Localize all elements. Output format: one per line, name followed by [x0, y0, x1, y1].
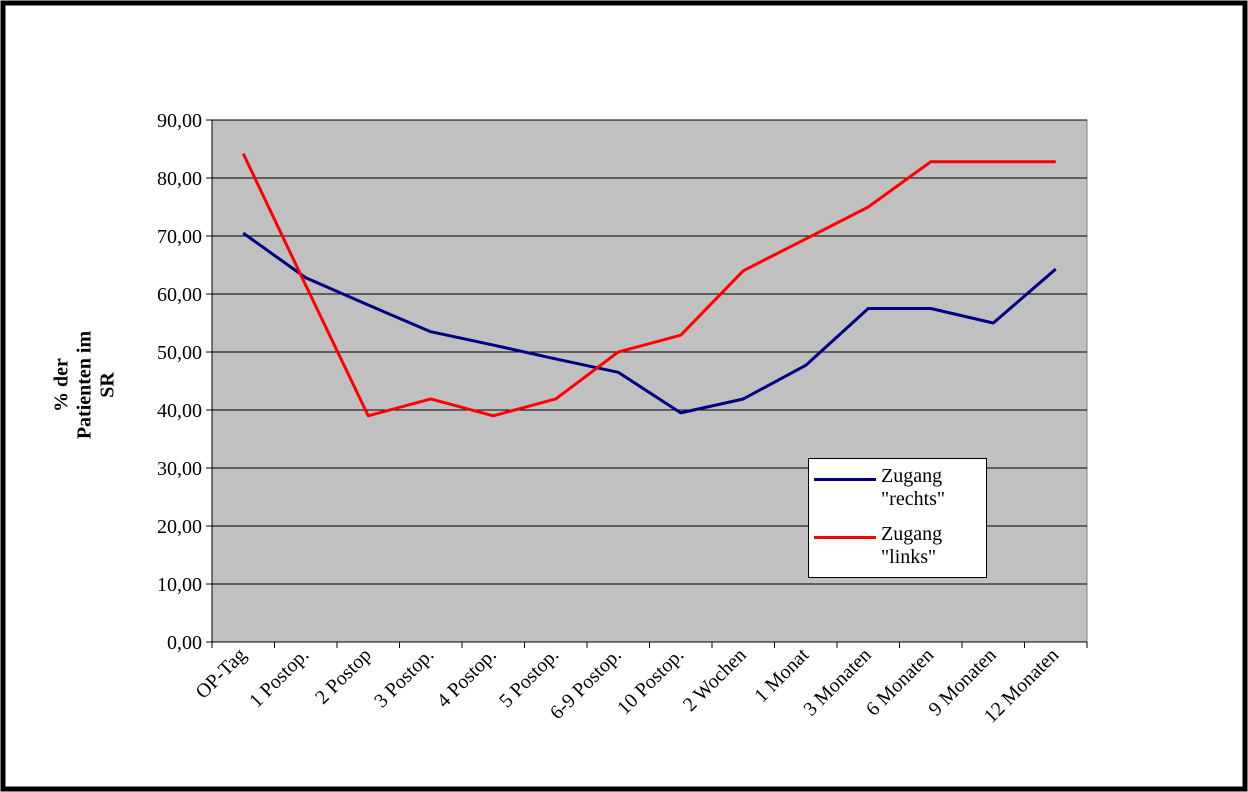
y-tick-label: 70,00 [157, 226, 202, 248]
y-tick-label: 60,00 [157, 284, 202, 306]
legend-label: Zugang "links" [881, 523, 943, 568]
y-tick-label: 30,00 [157, 458, 202, 480]
y-tick-label: 40,00 [157, 400, 202, 422]
y-tick-label: 10,00 [157, 574, 202, 596]
series-line [241, 152, 1056, 418]
y-tick-label: 80,00 [157, 168, 202, 190]
y-tick-label: 20,00 [157, 516, 202, 538]
y-tick-label: 90,00 [157, 110, 202, 132]
y-axis-label-line: % der [50, 358, 73, 412]
legend: Zugang "rechts" Zugang "links" [808, 458, 987, 578]
y-axis-label-line: Patienten im [73, 330, 96, 440]
legend-item: Zugang "links" [809, 523, 986, 579]
legend-item: Zugang "rechts" [809, 465, 986, 521]
y-tick-label: 50,00 [157, 342, 202, 364]
y-axis-label: % der Patienten im SR [51, 320, 120, 450]
y-axis-label-line: SR [96, 372, 119, 398]
legend-swatch [814, 536, 876, 539]
legend-label: Zugang "rechts" [881, 465, 946, 510]
series-line [242, 231, 1057, 415]
legend-swatch [814, 478, 876, 481]
y-tick-label: 0,00 [167, 632, 202, 654]
